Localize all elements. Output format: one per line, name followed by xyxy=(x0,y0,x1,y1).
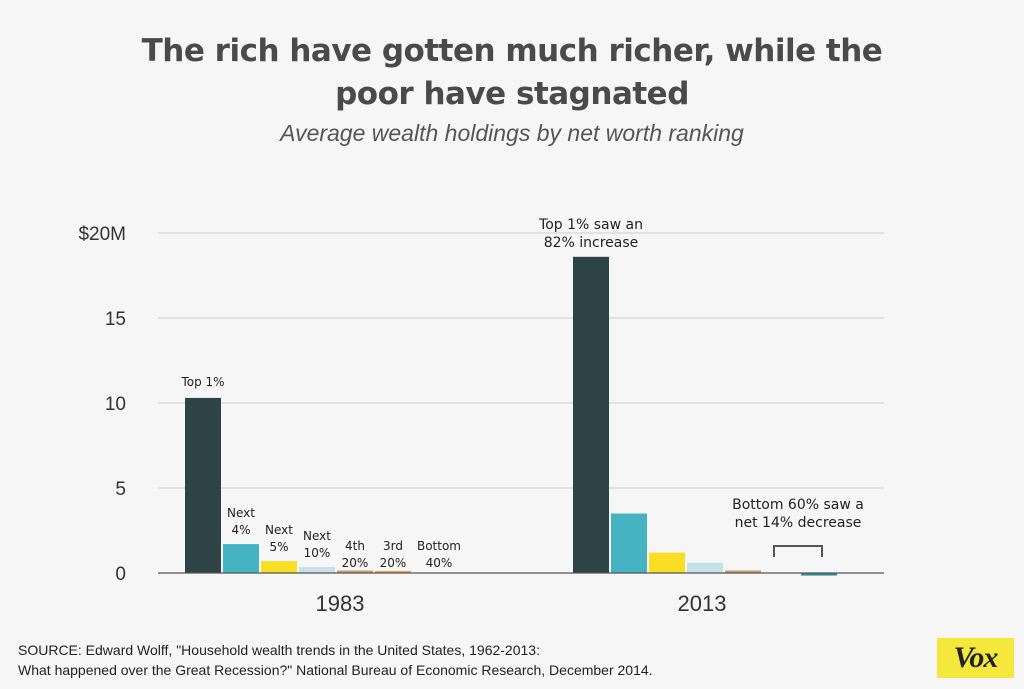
chart-subtitle: Average wealth holdings by net worth ran… xyxy=(280,120,744,146)
bar-label-1983-next-5--1: 5% xyxy=(269,540,288,554)
chart-title-line-2: poor have stagnated xyxy=(335,76,689,112)
bar-2013-next-4- xyxy=(611,513,647,573)
bar-2013-next-5- xyxy=(649,552,685,573)
bar-label-1983-bottom-40-0: Bottom xyxy=(417,539,461,553)
bar-2013-next-10- xyxy=(687,562,723,573)
bar-label-1983-bottom-40-1: 40% xyxy=(426,556,453,570)
chart-title: The rich have gotten much richer, while … xyxy=(0,30,1024,116)
annotation-bracket xyxy=(773,545,823,557)
x-category-label-1983: 1983 xyxy=(316,591,365,616)
bar-1983-next-4- xyxy=(223,544,259,573)
annotation-top-2013-line-0: Top 1% saw an xyxy=(538,217,643,233)
y-tick-label-10: 10 xyxy=(105,394,126,415)
vox-logo: Vox xyxy=(937,638,1014,678)
bar-label-1983-next-4--0: Next xyxy=(227,506,255,520)
bar-1983-3rd-20- xyxy=(375,570,411,573)
annotation-bottom-2013-line-0: Bottom 60% saw a xyxy=(732,497,864,513)
bar-1983-next-5- xyxy=(261,561,297,573)
bar-1983-top-1- xyxy=(185,397,221,573)
bar-label-1983-3rd-20--0: 3rd xyxy=(383,539,403,553)
x-category-label-2013: 2013 xyxy=(678,591,727,616)
y-tick-label-15: 15 xyxy=(105,309,126,330)
bar-label-1983-next-4--1: 4% xyxy=(231,523,250,537)
bar-label-1983-3rd-20--1: 20% xyxy=(380,556,407,570)
bar-label-1983-4th-20--0: 4th xyxy=(345,539,365,553)
bar-2013-bottom-40- xyxy=(801,573,837,576)
annotation-bottom-2013-line-1: net 14% decrease xyxy=(735,515,862,531)
bar-label-1983-next-10--0: Next xyxy=(303,529,331,543)
bar-label-1983-4th-20--1: 20% xyxy=(342,556,369,570)
bar-label-1983-next-5--0: Next xyxy=(265,523,293,537)
bar-1983-next-10- xyxy=(299,567,335,573)
y-tick-label-5: 5 xyxy=(115,479,126,500)
annotation-top-2013-line-1: 82% increase xyxy=(544,235,639,251)
y-tick-label-0: 0 xyxy=(115,564,126,585)
source-line-1: SOURCE: Edward Wolff, "Household wealth … xyxy=(18,642,540,658)
bar-label-1983-top-1--0: Top 1% xyxy=(180,375,224,389)
chart-title-line-1: The rich have gotten much richer, while … xyxy=(141,33,883,69)
source-line-2: What happened over the Great Recession?"… xyxy=(18,662,653,678)
bar-2013-top-1- xyxy=(573,256,609,573)
y-tick-label-20: $20M xyxy=(78,224,126,245)
bar-2013-4th-20- xyxy=(725,570,761,573)
bar-1983-4th-20- xyxy=(337,570,373,573)
bar-label-1983-next-10--1: 10% xyxy=(304,546,331,560)
source-note: SOURCE: Edward Wolff, "Household wealth … xyxy=(18,640,918,680)
